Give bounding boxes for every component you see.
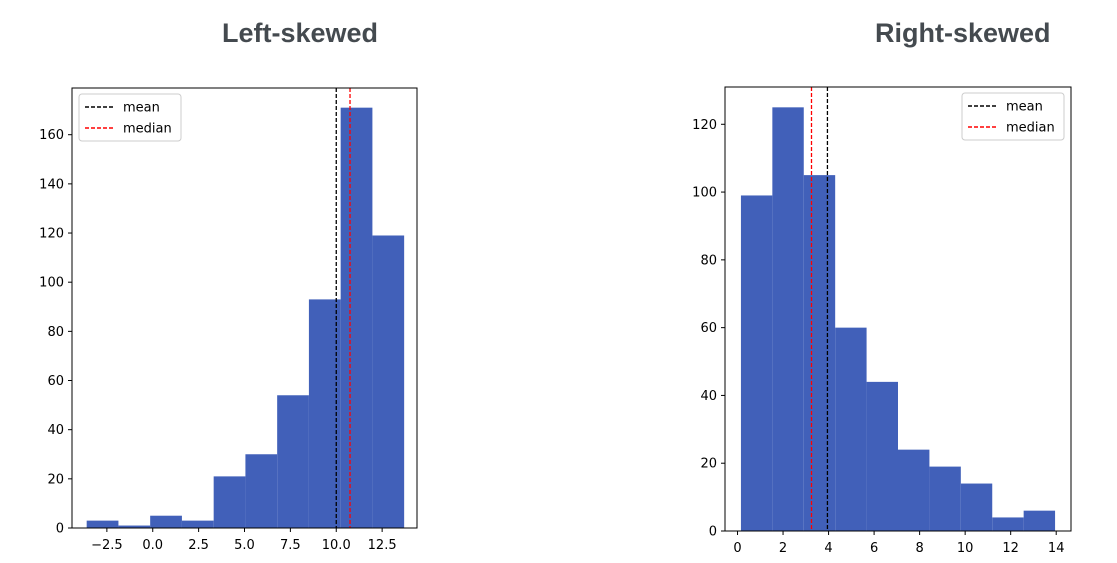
histogram-bar	[992, 517, 1024, 531]
histogram-bar	[308, 299, 341, 528]
y-tick-label: 80	[47, 325, 64, 340]
x-tick-label: 0	[733, 541, 741, 556]
legend-label-median: median	[123, 122, 172, 137]
x-tick-label: −2.5	[91, 538, 123, 553]
histogram-bar	[866, 381, 898, 531]
x-tick-label: 14	[1048, 541, 1065, 556]
legend-label-median: median	[1006, 121, 1055, 136]
legend-box	[78, 93, 182, 142]
y-tick-label: 140	[39, 177, 64, 192]
legend-label-mean: mean	[1006, 100, 1043, 115]
x-tick-label: 8	[915, 541, 923, 556]
histogram-bar	[372, 235, 405, 529]
axes-frame	[724, 86, 1072, 532]
y-tick-label: 100	[39, 276, 64, 291]
x-tick-label: 4	[824, 541, 832, 556]
histogram-bar	[213, 476, 246, 528]
y-tick-label: 0	[709, 525, 717, 540]
x-tick-label: 2	[779, 541, 787, 556]
histogram-bar	[929, 466, 961, 531]
legend: mean median	[78, 93, 182, 142]
chart-left: −2.5 0.0 2.5 5.0 7.5 10.0 12.5 0 20 40 60 80 100 120 1…	[39, 87, 418, 553]
histogram-bar	[118, 525, 151, 528]
y-tick-label: 20	[700, 457, 717, 472]
y-tick-label: 60	[47, 374, 64, 389]
histogram-bar	[960, 483, 993, 531]
chart-title-right: Right-skewed	[875, 18, 1051, 48]
chart-right: 0 2 4 6 8 10 12 14 0 20 40 60 80 100 120 mean median	[692, 86, 1072, 556]
y-tick-label: 60	[700, 321, 717, 336]
histogram-bar	[803, 175, 836, 531]
histogram-bar	[898, 449, 930, 531]
histogram-bar	[245, 454, 278, 528]
y-tick-label: 20	[47, 472, 64, 487]
histogram-bar	[740, 195, 773, 531]
x-tick-label: 7.5	[280, 538, 301, 553]
y-tick-label: 0	[56, 522, 64, 537]
histogram-bar	[835, 327, 867, 531]
x-tick-label: 12	[1002, 541, 1019, 556]
x-tick-label: 12.5	[368, 538, 397, 553]
x-tick-label: 6	[870, 541, 878, 556]
y-tick-label: 40	[700, 389, 717, 404]
histogram-bar	[340, 107, 373, 529]
histogram-bar	[150, 515, 182, 528]
x-tick-label: 0.0	[142, 538, 163, 553]
histogram-bar	[181, 520, 214, 528]
x-tick-label: 5.0	[234, 538, 255, 553]
legend: mean median	[961, 92, 1065, 141]
legend-box	[961, 92, 1065, 141]
y-tick-label: 100	[692, 186, 717, 201]
x-tick-label: 2.5	[188, 538, 209, 553]
histogram-bar	[277, 395, 309, 528]
chart-title-left: Left-skewed	[222, 18, 379, 48]
y-tick-label: 40	[47, 423, 64, 438]
y-tick-label: 120	[39, 227, 64, 242]
histogram-bar	[86, 520, 119, 528]
legend-label-mean: mean	[123, 101, 160, 116]
y-tick-label: 80	[700, 253, 717, 268]
y-tick-label: 160	[39, 128, 64, 143]
y-tick-label: 120	[692, 118, 717, 133]
x-tick-label: 10	[957, 541, 974, 556]
x-tick-label: 10.0	[322, 538, 351, 553]
histogram-bar	[1023, 510, 1056, 531]
histogram-bar	[772, 107, 804, 531]
